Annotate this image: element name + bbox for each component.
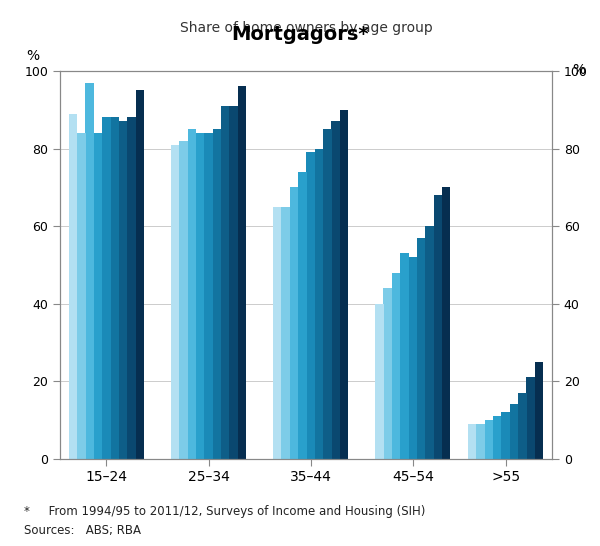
Bar	[179, 141, 188, 459]
Y-axis label: %: %	[26, 49, 40, 63]
Bar	[298, 172, 307, 459]
Bar	[315, 149, 323, 459]
Y-axis label: %: %	[572, 63, 586, 77]
Bar	[307, 152, 315, 459]
Bar	[119, 121, 127, 459]
Bar	[331, 121, 340, 459]
Bar	[281, 206, 290, 459]
Bar	[400, 253, 409, 459]
Bar	[273, 206, 281, 459]
Bar	[375, 304, 383, 459]
Bar	[94, 133, 103, 459]
Bar	[476, 424, 485, 459]
Bar	[171, 145, 179, 459]
Text: Sources:   ABS; RBA: Sources: ABS; RBA	[24, 524, 141, 537]
Bar	[509, 405, 518, 459]
Bar	[323, 129, 332, 459]
Bar	[340, 110, 349, 459]
Bar	[535, 361, 543, 459]
Bar	[127, 117, 136, 459]
Bar	[212, 129, 221, 459]
Bar	[290, 187, 298, 459]
Bar	[409, 257, 417, 459]
Bar	[188, 129, 196, 459]
Bar	[221, 106, 229, 459]
Bar	[77, 133, 86, 459]
Bar	[434, 195, 442, 459]
Bar	[425, 226, 434, 459]
Bar	[69, 114, 77, 459]
Bar	[110, 117, 119, 459]
Bar	[493, 416, 502, 459]
Bar	[136, 90, 144, 459]
Bar	[102, 117, 110, 459]
Bar	[204, 133, 213, 459]
Bar	[442, 187, 451, 459]
Bar	[485, 420, 493, 459]
Bar	[383, 288, 392, 459]
Title: Share of home owners by age group: Share of home owners by age group	[179, 21, 433, 35]
Bar	[392, 272, 400, 459]
Bar	[229, 106, 238, 459]
Bar	[468, 424, 476, 459]
Bar	[417, 238, 425, 459]
Bar	[502, 412, 510, 459]
Bar	[85, 82, 94, 459]
Text: *     From 1994/95 to 2011/12, Surveys of Income and Housing (SIH): * From 1994/95 to 2011/12, Surveys of In…	[24, 505, 425, 518]
Bar	[196, 133, 205, 459]
Bar	[526, 377, 535, 459]
Bar	[238, 86, 246, 459]
Text: Mortgagors*: Mortgagors*	[231, 25, 369, 44]
Bar	[518, 393, 527, 459]
